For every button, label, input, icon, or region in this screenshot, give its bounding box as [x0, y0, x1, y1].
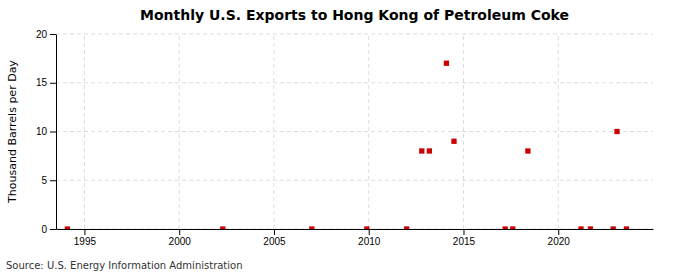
point — [451, 139, 456, 144]
point — [578, 226, 583, 229]
y-grid-line — [56, 131, 653, 132]
x-tick-label: 2010 — [358, 236, 381, 247]
x-tick: 2000 — [169, 229, 192, 247]
x-tick-label: 2005 — [263, 236, 286, 247]
point — [427, 148, 432, 153]
y-axis-title: Thousand Barrels per Day — [6, 60, 19, 204]
point — [364, 226, 369, 229]
y-tick-mark — [50, 229, 56, 230]
y-tick: 5 — [41, 175, 56, 186]
x-tick: 2005 — [263, 229, 286, 247]
x-tick-mark — [274, 229, 275, 235]
x-axis-line — [57, 229, 654, 230]
y-tick: 20 — [36, 29, 56, 40]
x-tick: 2020 — [548, 229, 571, 247]
x-tick-mark — [463, 229, 464, 235]
x-grid-line — [368, 34, 369, 229]
y-tick-mark — [50, 34, 56, 35]
y-axis-line — [56, 35, 57, 230]
y-tick: 0 — [41, 224, 56, 235]
point — [510, 226, 515, 229]
x-tick-label: 2000 — [169, 236, 192, 247]
y-tick: 10 — [36, 126, 56, 137]
points — [65, 61, 629, 229]
chart-svg: 1995 2000 2005 2010 2015 2020 0 5 10 15 20 Monthly … — [0, 0, 675, 275]
x-tick: 2015 — [453, 229, 476, 247]
point — [419, 148, 424, 153]
point — [404, 226, 409, 229]
y-tick-mark — [50, 180, 56, 181]
y-tick-label: 10 — [36, 126, 48, 137]
y-tick-label: 15 — [36, 77, 48, 88]
y-tick-mark — [50, 132, 56, 133]
point — [614, 129, 619, 134]
x-tick-mark — [179, 229, 180, 235]
point — [611, 226, 616, 229]
x-tick: 2010 — [358, 229, 381, 247]
title: Monthly U.S. Exports to Hong Kong of Pet… — [140, 7, 569, 23]
x-tick-mark — [369, 229, 370, 235]
x-tick-label: 1995 — [74, 236, 97, 247]
grid — [56, 34, 653, 229]
source-note: Source: U.S. Energy Information Administ… — [6, 260, 243, 271]
y-grid-line — [56, 34, 653, 35]
point — [65, 226, 70, 229]
point — [624, 226, 629, 229]
x-tick-mark — [84, 229, 85, 235]
y-grid-line — [56, 180, 653, 181]
point — [444, 61, 449, 66]
point — [309, 226, 314, 229]
y-grid-line — [56, 82, 653, 83]
x-tick: 1995 — [74, 229, 97, 247]
y-grid-line — [56, 229, 653, 230]
y-tick: 15 — [36, 77, 56, 88]
point — [220, 226, 225, 229]
y-tick-mark — [50, 83, 56, 84]
x-tick-mark — [558, 229, 559, 235]
point — [503, 226, 508, 229]
y-tick-label: 5 — [41, 175, 47, 186]
y-tick-label: 0 — [41, 224, 47, 235]
point — [525, 148, 530, 153]
x-grid-line — [558, 34, 559, 229]
x-tick-label: 2020 — [548, 236, 571, 247]
x-axis: 1995 2000 2005 2010 2015 2020 — [57, 229, 654, 247]
y-tick-label: 20 — [36, 29, 48, 40]
y-axis: 0 5 10 15 20 — [36, 29, 57, 235]
point — [588, 226, 593, 229]
x-tick-label: 2015 — [453, 236, 476, 247]
